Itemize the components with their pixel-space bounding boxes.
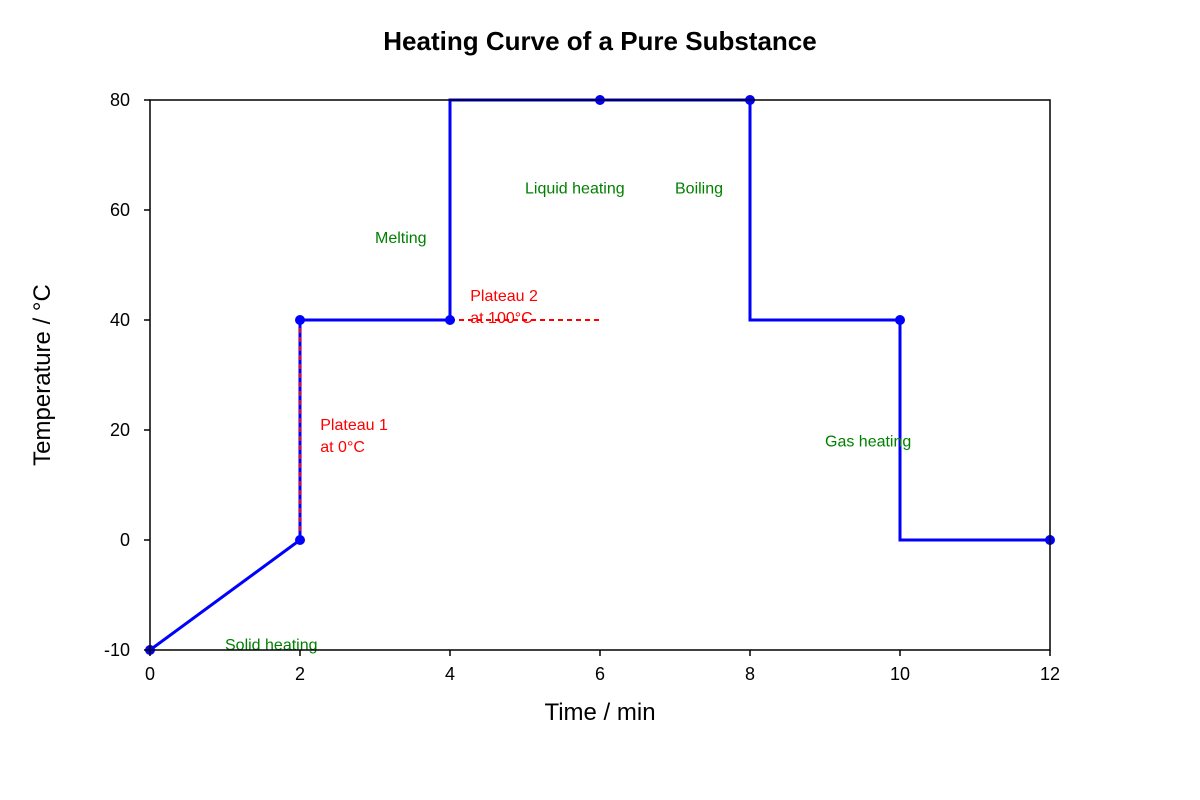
y-tick-label: -10 [104,640,130,660]
x-tick-label: 12 [1040,664,1060,684]
data-point [295,535,305,545]
x-tick-label: 8 [745,664,755,684]
phase-annotation: Liquid heating [525,181,625,198]
reference-lines [299,319,600,540]
data-point [295,315,305,325]
y-tick-label: 80 [110,90,130,110]
chart-title: Heating Curve of a Pure Substance [383,26,816,56]
y-tick-label: 0 [120,530,130,550]
x-axis-ticks: 0 2 4 6 8 10 12 [145,650,1060,684]
y-tick-label: 60 [110,200,130,220]
phase-annotation: Melting [375,230,427,247]
phase-annotation: at 0°C [320,439,365,456]
x-tick-label: 0 [145,664,155,684]
phase-annotation: at 100°C [470,310,532,327]
x-tick-label: 10 [890,664,910,684]
phase-annotation: Gas heating [825,434,911,451]
y-axis-ticks: -10 0 20 40 60 80 [104,90,150,660]
data-point [895,315,905,325]
x-axis-label: Time / min [544,699,655,726]
phase-annotation: Plateau 2 [470,288,538,305]
y-axis-label: Temperature / °C [29,284,56,466]
data-point [445,315,455,325]
phase-annotation: Plateau 1 [320,417,388,434]
y-tick-label: 20 [110,420,130,440]
x-tick-label: 2 [295,664,305,684]
phase-annotation: Solid heating [225,637,318,654]
x-tick-label: 6 [595,664,605,684]
x-tick-label: 4 [445,664,455,684]
y-tick-label: 40 [110,310,130,330]
phase-annotation: Boiling [675,181,723,198]
